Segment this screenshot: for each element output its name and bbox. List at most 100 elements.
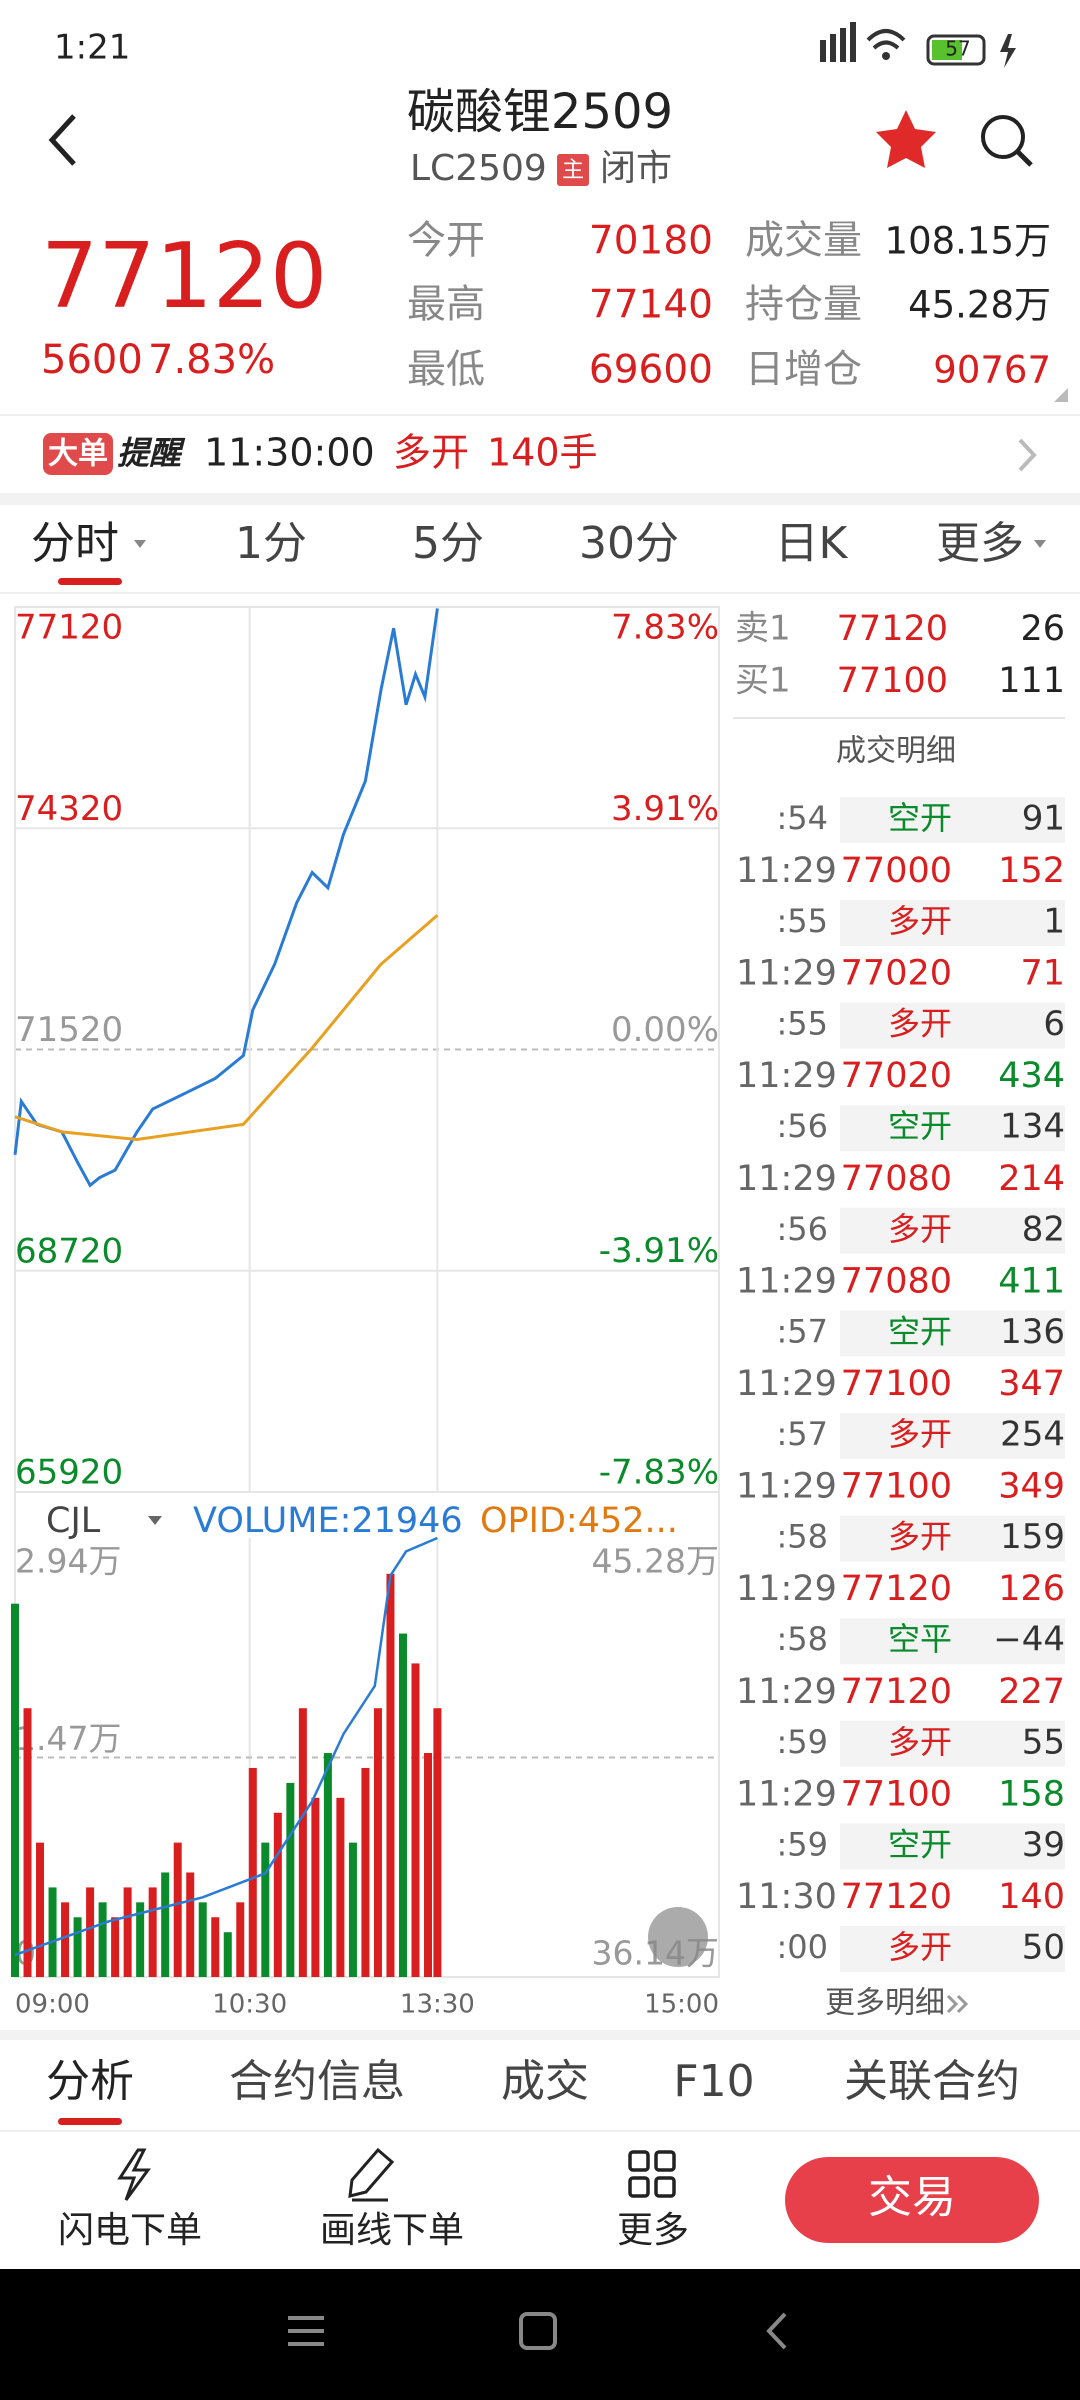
trade-price: 77000: [841, 851, 952, 891]
trade-sec: :59: [777, 1825, 829, 1863]
draw-order-icon: [348, 2147, 395, 2202]
volume-bar: [348, 1842, 357, 1977]
volume-bar: [323, 1753, 332, 1977]
trade-oi: 6: [1043, 1004, 1065, 1044]
nav-back[interactable]: [766, 2312, 787, 2350]
trade-sec: :55: [777, 902, 829, 940]
title: 碳酸锂2509: [407, 84, 673, 140]
volume-bar: [223, 1932, 232, 1977]
more-icon: [628, 2150, 676, 2198]
trade-volume: 411: [998, 1261, 1065, 1301]
volume-bar: [261, 1842, 270, 1977]
row-bg: [840, 1823, 1065, 1870]
market-state: 闭市: [600, 148, 672, 189]
trade-volume: 158: [998, 1774, 1065, 1814]
bottom-tab[interactable]: 分析: [46, 2056, 134, 2107]
x-tick-label: 10:30: [212, 1990, 287, 2020]
volume-bar: [424, 1753, 433, 1977]
indicator-name[interactable]: CJL: [46, 1501, 101, 1541]
tab[interactable]: 更多: [936, 518, 1024, 569]
volume-bar: [136, 1902, 145, 1977]
trade-type: 空开: [888, 1107, 952, 1145]
bottom-tab[interactable]: 关联合约: [844, 2056, 1020, 2107]
row-bg: [840, 1207, 1065, 1254]
divider: [0, 2130, 1080, 2132]
price-change: 5600: [41, 337, 143, 383]
trade-type: 多开: [888, 1210, 952, 1248]
trade-volume: 214: [998, 1159, 1065, 1199]
x-tick-label: 13:30: [400, 1990, 475, 2020]
trade-volume: 126: [998, 1569, 1065, 1609]
favorite-star[interactable]: [876, 110, 936, 168]
toolbar-item[interactable]: 更多: [617, 2210, 689, 2251]
trade-price: 77100: [841, 1467, 952, 1507]
stat-value: 69600: [589, 348, 713, 393]
nav-menu[interactable]: [288, 2316, 324, 2346]
trade-sec: :56: [777, 1107, 829, 1145]
y-tick-label: 1.47万: [15, 1719, 121, 1758]
volume-bar: [433, 1708, 442, 1977]
back-button[interactable]: [48, 114, 76, 166]
trade-time: 11:29: [736, 954, 837, 994]
charts: 77120 74320 71520 68720 65920 7.83% 3.91% 0.00%…: [11, 606, 720, 2020]
nav-bar: [0, 2269, 1080, 2400]
stat-value: 108.15万: [885, 220, 1051, 263]
stat-label: 持仓量: [745, 283, 862, 328]
trade-time: 11:29: [736, 1261, 837, 1301]
trade-price: 77100: [841, 1364, 952, 1404]
trade-oi: 82: [1022, 1209, 1065, 1249]
trade-volume: 347: [998, 1364, 1065, 1404]
row-bg: [840, 1413, 1065, 1459]
nav-home[interactable]: [519, 2312, 557, 2350]
trade-type: 多开: [888, 1723, 952, 1761]
toolbar-item[interactable]: 闪电下单: [58, 2210, 202, 2251]
tab[interactable]: 30分: [579, 518, 679, 569]
battery-level: 57: [945, 37, 970, 61]
stat-label: 今开: [407, 219, 485, 264]
trade-sec: :00: [777, 1928, 829, 1966]
volume-bar: [173, 1842, 182, 1977]
bottom-tab[interactable]: 合约信息: [229, 2056, 405, 2107]
row-bg: [840, 1926, 1065, 1972]
trade-oi: 159: [1000, 1517, 1065, 1557]
trade-button[interactable]: [785, 2157, 1039, 2243]
tab[interactable]: 1分: [235, 518, 307, 569]
status-time: 1:21: [54, 28, 130, 68]
trade-type: 空平: [888, 1620, 952, 1658]
tab[interactable]: 日K: [775, 518, 849, 569]
trade-sec: :54: [777, 799, 829, 837]
trade-oi: 50: [1022, 1928, 1065, 1968]
volume-bar: [386, 1573, 395, 1977]
y-tick-label: 2.94万: [15, 1542, 121, 1581]
volume-bar: [36, 1842, 45, 1977]
row-bg: [840, 1515, 1065, 1562]
y2-tick-label: 3.91%: [611, 789, 719, 829]
trade-volume: 71: [1020, 954, 1065, 994]
tab[interactable]: 分时: [31, 518, 119, 569]
zoom-button[interactable]: [648, 1907, 708, 1967]
alert-action: 多开: [393, 431, 469, 475]
tab[interactable]: 5分: [412, 518, 484, 569]
toolbar-item[interactable]: 画线下单: [320, 2210, 464, 2251]
volume-bar: [23, 1708, 32, 1977]
trade-oi: 136: [1000, 1312, 1065, 1352]
trade-time: 11:29: [736, 851, 837, 891]
bottom-tab[interactable]: 成交: [501, 2056, 589, 2107]
trade-time: 11:29: [736, 1774, 837, 1814]
alert-chevron[interactable]: [1018, 438, 1037, 472]
book-side: 卖1: [735, 609, 791, 649]
volume-bar: [398, 1633, 407, 1977]
trade-volume: 349: [998, 1467, 1065, 1507]
divider: [0, 414, 1080, 416]
more-trades[interactable]: 更多明细: [825, 1986, 945, 2021]
search-button[interactable]: [981, 115, 1033, 167]
bottom-tab[interactable]: F10: [673, 2056, 754, 2107]
volume-bar: [186, 1872, 195, 1977]
x-tick-label: 09:00: [15, 1990, 90, 2020]
book-price: 77100: [837, 661, 948, 701]
price-change-pct: 7.83%: [148, 337, 275, 383]
main-badge: 主: [562, 158, 584, 183]
gap: [0, 2030, 1080, 2040]
more-chevron: [946, 1994, 969, 2014]
